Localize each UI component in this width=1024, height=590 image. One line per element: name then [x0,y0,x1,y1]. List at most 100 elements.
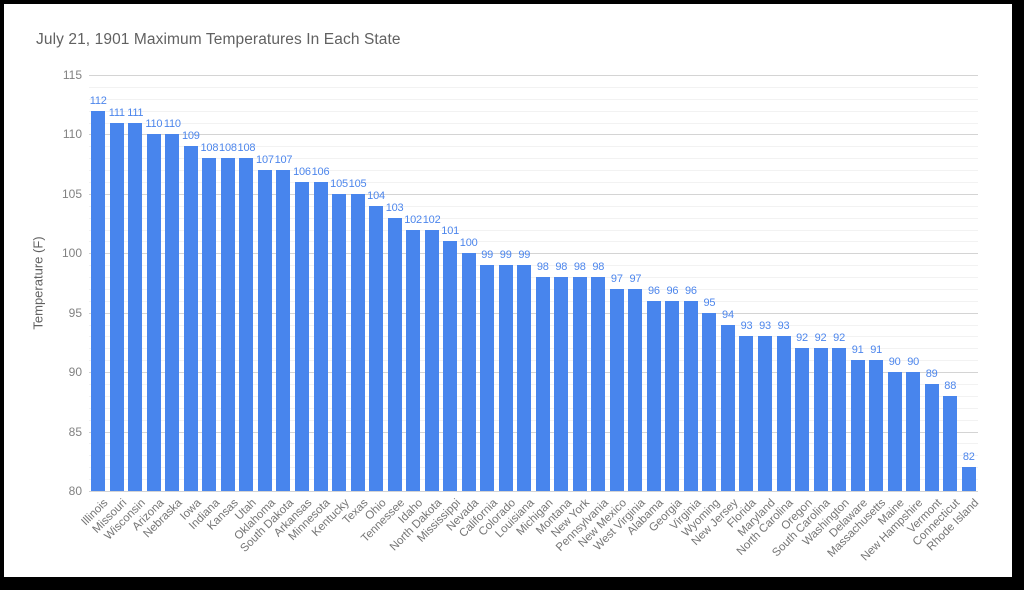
bar-missouri[interactable] [109,122,124,491]
bar-massachusetts[interactable] [869,360,884,491]
y-tick-label: 110 [62,127,82,142]
bar-south-carolina[interactable] [813,348,828,491]
bar-arkansas[interactable] [294,181,309,491]
bar-value-label: 104 [367,189,385,202]
bar-value-label: 108 [219,142,237,155]
bar-iowa[interactable] [183,146,198,491]
bar-kansas[interactable] [220,158,235,491]
bar-value-label: 103 [385,201,404,214]
bar-value-label: 102 [422,213,441,226]
y-tick-label: 85 [68,424,82,439]
y-tick-label: 100 [61,246,82,261]
bar-value-label: 106 [311,165,330,178]
bar-utah[interactable] [239,158,254,491]
minor-gridline [89,277,978,279]
bar-illinois[interactable] [91,110,106,491]
bar-value-label: 99 [499,249,512,262]
minor-gridline [89,348,978,350]
bar-kentucky[interactable] [332,193,347,491]
major-gridline [89,372,978,374]
bar-value-label: 96 [666,284,679,297]
bar-nevada[interactable] [461,253,476,491]
bar-value-label: 108 [237,142,256,155]
minor-gridline [89,455,978,457]
x-axis-tick-labels: Illinois Missouri Wisconsin Arizona Nebraska… [80,497,982,577]
minor-gridline [89,110,978,112]
bar-value-label: 94 [722,308,734,321]
bar-value-label: 93 [777,320,790,333]
bar-colorado[interactable] [498,265,513,491]
y-tick-label: 105 [61,186,82,201]
minor-gridline [89,324,978,326]
major-gridline [89,431,978,433]
minor-gridline [89,467,978,469]
bar-washington[interactable] [832,348,847,491]
bar-value-label: 95 [703,296,716,309]
major-gridline [89,253,978,255]
minor-gridline [89,146,978,148]
bar-arizona[interactable] [146,134,161,491]
bar-new-york[interactable] [572,277,587,491]
bar-vermont[interactable] [924,384,939,491]
minor-gridline [89,384,978,386]
bar-maryland[interactable] [758,336,772,491]
bar-value-label: 105 [330,177,348,190]
bar-south-dakota[interactable] [276,170,291,491]
bar-montana[interactable] [554,277,569,491]
bar-indiana[interactable] [202,158,217,491]
bar-georgia[interactable] [665,300,680,491]
plot-area: 112 111 111 110 110 109 108 108 108 107 107 106 106 1… [89,75,978,492]
bar-value-label: 101 [441,225,460,238]
minor-gridline [89,241,978,243]
bar-rhode-island[interactable] [961,467,976,491]
bar-value-label: 92 [814,332,827,345]
minor-gridline [89,86,978,88]
bar-tennessee[interactable] [387,217,402,491]
bar-new-mexico[interactable] [609,288,624,491]
chart-surface: July 21, 1901 Maximum Temperatures In Ea… [4,4,1012,577]
bar-value-label: 100 [459,237,478,250]
bar-minnesota[interactable] [313,181,328,491]
bar-florida[interactable] [739,336,754,491]
bar-value-label: 107 [274,154,293,167]
bar-connecticut[interactable] [943,395,958,491]
bar-virginia[interactable] [683,300,698,491]
bar-north-carolina[interactable] [776,336,791,491]
minor-gridline [89,288,978,290]
bar-california[interactable] [480,265,495,491]
y-tick-label: 95 [68,305,82,320]
bar-new-jersey[interactable] [720,324,735,491]
minor-gridline [89,158,978,160]
bar-texas[interactable] [350,193,365,491]
bar-mississippi[interactable] [443,241,458,491]
bar-maine[interactable] [887,372,902,491]
bar-wisconsin[interactable] [128,122,143,491]
bar-pennsylvania[interactable] [591,277,606,491]
bar-value-label: 110 [163,118,181,131]
bar-nebraska[interactable] [165,134,180,491]
bar-value-label: 99 [518,249,531,262]
bar-value-label: 98 [536,261,549,274]
bar-value-label: 109 [181,130,200,143]
minor-gridline [89,336,978,338]
minor-gridline [89,395,978,397]
y-tick-label: 115 [62,68,82,82]
bar-oregon[interactable] [795,348,810,491]
bar-delaware[interactable] [850,360,865,491]
bar-idaho[interactable] [406,229,421,491]
bar-oklahoma[interactable] [257,170,272,491]
y-tick-label: 80 [68,484,82,498]
bar-value-label: 93 [759,320,771,333]
bar-north-dakota[interactable] [424,229,439,491]
bar-louisiana[interactable] [517,265,532,491]
bar-value-label: 89 [925,368,938,381]
bar-new-hampshire[interactable] [906,372,921,491]
minor-gridline [89,205,978,207]
bar-alabama[interactable] [646,300,661,491]
bar-michigan[interactable] [535,277,550,491]
bar-ohio[interactable] [369,205,384,491]
bar-wyoming[interactable] [702,312,717,491]
bar-west-virginia[interactable] [628,288,643,491]
bar-value-label: 88 [944,379,957,392]
major-gridline [89,312,978,314]
